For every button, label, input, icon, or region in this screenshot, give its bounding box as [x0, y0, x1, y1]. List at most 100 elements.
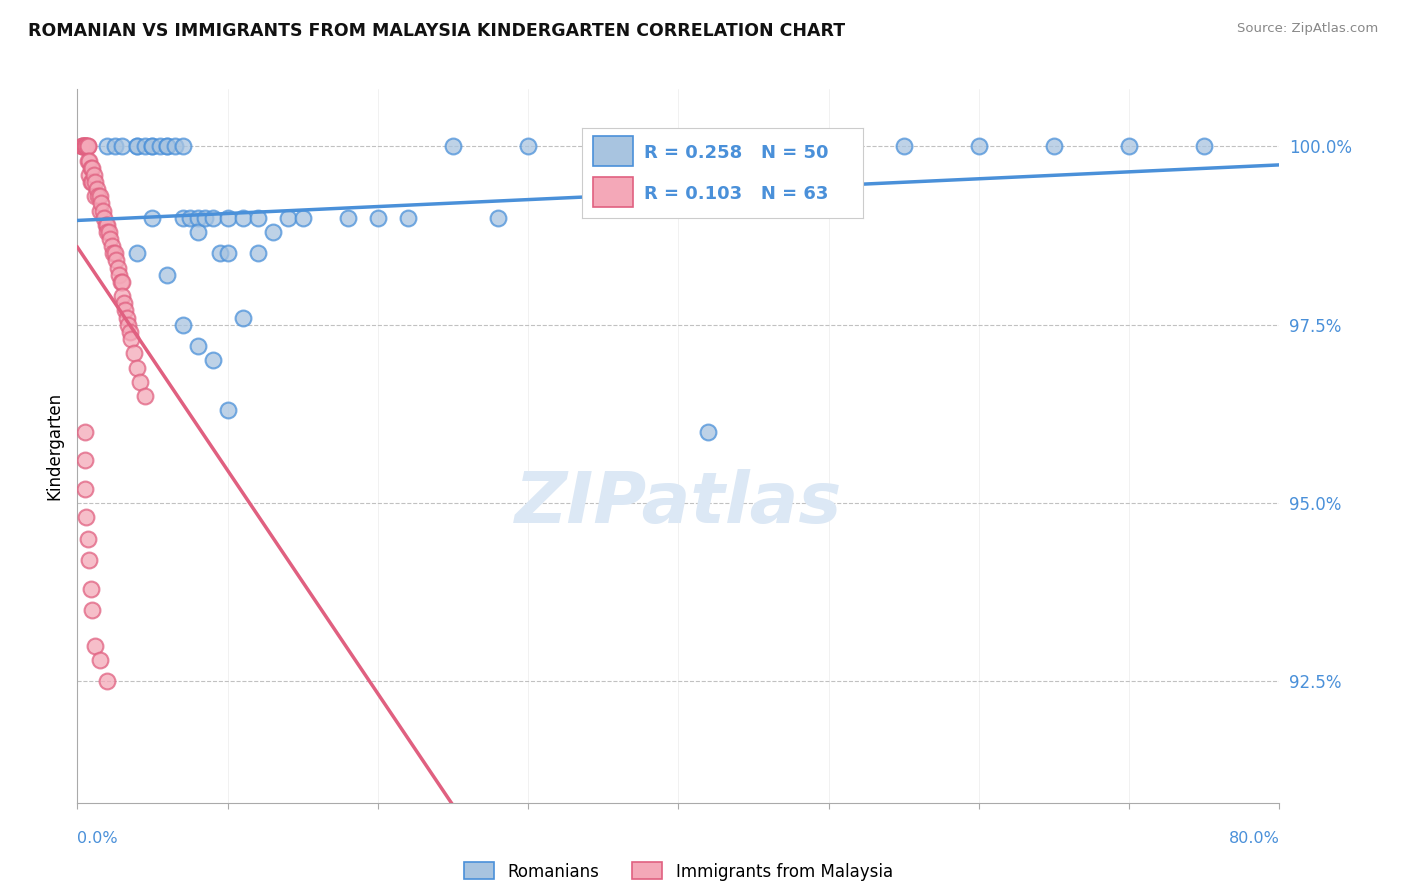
Point [156, 139, 179, 153]
Point [87, 189, 110, 203]
Text: ZIPatlas: ZIPatlas [515, 468, 842, 538]
Point [179, 211, 201, 225]
Point [112, 296, 135, 310]
Point [73, 139, 96, 153]
Point [163, 139, 186, 153]
Point [75, 139, 97, 153]
Point [194, 211, 217, 225]
Point [134, 389, 156, 403]
Point [967, 139, 990, 153]
Point [73, 482, 96, 496]
Y-axis label: Kindergarten: Kindergarten [45, 392, 63, 500]
Point [72, 139, 94, 153]
Point [367, 211, 389, 225]
Point [172, 211, 194, 225]
Point [277, 211, 299, 225]
Point [84, 639, 107, 653]
Point [118, 325, 141, 339]
Point [83, 168, 105, 182]
Point [91, 203, 114, 218]
Point [246, 211, 269, 225]
Point [82, 175, 104, 189]
Point [80, 175, 103, 189]
Point [127, 360, 149, 375]
Point [172, 318, 194, 332]
Point [232, 310, 254, 325]
Point [1194, 139, 1216, 153]
Point [186, 225, 209, 239]
Point [82, 161, 104, 175]
Point [79, 153, 101, 168]
Point [84, 175, 107, 189]
Point [96, 225, 118, 239]
Point [76, 139, 98, 153]
Point [107, 260, 129, 275]
Point [70, 139, 93, 153]
Point [79, 553, 101, 567]
Point [90, 196, 112, 211]
Point [141, 139, 163, 153]
Point [89, 653, 111, 667]
Point [124, 346, 146, 360]
Point [73, 139, 96, 153]
Point [73, 453, 96, 467]
Point [217, 246, 239, 260]
Point [697, 425, 720, 439]
Point [93, 211, 115, 225]
Point [1043, 139, 1066, 153]
Point [262, 225, 284, 239]
Point [134, 139, 156, 153]
Point [209, 246, 232, 260]
Point [94, 218, 117, 232]
Point [72, 139, 94, 153]
Point [120, 332, 142, 346]
Point [111, 275, 134, 289]
Point [201, 211, 224, 225]
Point [73, 139, 96, 153]
Point [441, 139, 464, 153]
Point [100, 232, 122, 246]
Point [89, 203, 111, 218]
Point [893, 139, 915, 153]
Point [291, 211, 314, 225]
Point [104, 139, 127, 153]
Bar [593, 136, 633, 166]
Point [75, 139, 97, 153]
Point [201, 353, 224, 368]
Point [156, 268, 179, 282]
Point [111, 139, 134, 153]
Point [127, 139, 149, 153]
Point [141, 211, 163, 225]
Point [111, 289, 134, 303]
Point [336, 211, 359, 225]
Point [115, 310, 138, 325]
Point [186, 211, 209, 225]
Text: R = 0.103   N = 63: R = 0.103 N = 63 [644, 185, 828, 202]
Point [232, 211, 254, 225]
Point [592, 139, 614, 153]
Text: 0.0%: 0.0% [77, 831, 118, 846]
Point [217, 211, 239, 225]
Point [1118, 139, 1140, 153]
Point [103, 246, 125, 260]
Point [96, 674, 118, 689]
Point [86, 182, 108, 196]
Text: 80.0%: 80.0% [1229, 831, 1279, 846]
Point [101, 239, 124, 253]
Point [110, 275, 132, 289]
Point [104, 246, 127, 260]
Point [79, 168, 101, 182]
Point [89, 189, 111, 203]
Bar [593, 177, 633, 207]
Point [396, 211, 419, 225]
Point [172, 139, 194, 153]
Point [108, 268, 131, 282]
Point [114, 303, 136, 318]
Point [75, 510, 97, 524]
Point [127, 139, 149, 153]
Point [217, 403, 239, 417]
Point [105, 253, 128, 268]
Point [84, 189, 107, 203]
Point [96, 218, 118, 232]
Point [246, 246, 269, 260]
